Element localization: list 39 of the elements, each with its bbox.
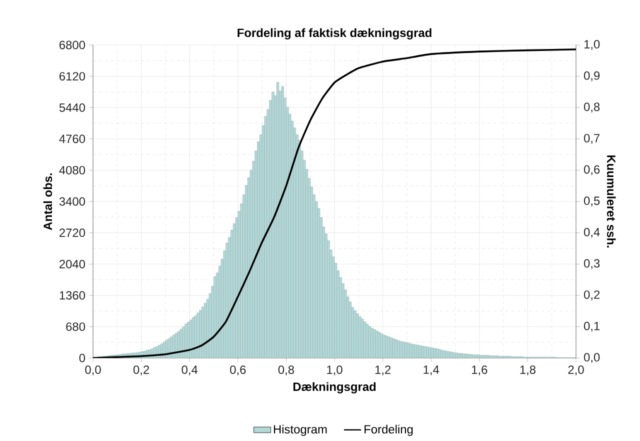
y-tick-label: 1360 [60, 291, 86, 300]
y-tick-label: 2720 [60, 228, 86, 238]
x-tick-label: 1,6 [472, 365, 488, 376]
x-tick-label: 0,4 [182, 365, 198, 376]
y-tick-label: 5440 [59, 103, 86, 112]
x-tick-label: 1,8 [520, 365, 536, 376]
y2-tick-label: 0,1 [584, 322, 600, 332]
y2-tick-label: 0,5 [584, 196, 600, 206]
x-tick-label: 2,0 [568, 365, 584, 376]
x-tick-label: 0,2 [133, 365, 150, 376]
y2-tick-label: 0,8 [584, 102, 600, 113]
x-tick-label: 0,8 [278, 365, 294, 376]
x-tick-label: 1,0 [327, 365, 342, 376]
legend-label: Histogram [274, 424, 327, 436]
y2-tick-label: 0,4 [584, 228, 600, 238]
y2-tick-label: 1,0 [584, 40, 600, 50]
y2-tick-label: 0,9 [584, 71, 600, 82]
chart-title: Fordeling af faktisk dækningsgrad [238, 28, 432, 40]
y-tick-label: 6800 [60, 40, 86, 50]
x-tick-label: 1,4 [424, 365, 440, 376]
y2-tick-label: 0,3 [584, 259, 600, 270]
y-tick-label: 0 [79, 354, 86, 362]
y-tick-label: 6120 [60, 72, 86, 81]
y2-tick-label: 0,0 [584, 353, 600, 363]
y2-tick-label: 0,7 [584, 134, 600, 144]
x-tick-label: 1,2 [375, 365, 391, 376]
y2-tick-label: 0,2 [584, 290, 600, 300]
x-tick-label: 0,6 [230, 365, 246, 376]
x-axis-title: Dækningsgrad [293, 382, 376, 394]
y-axis-title: Antal obs. [43, 173, 52, 230]
y-tick-label: 4080 [59, 166, 86, 174]
y-tick-label: 680 [66, 322, 86, 331]
legend-label: Fordeling [364, 424, 413, 436]
y2-axis-title: Kuumuleret ssh. [606, 155, 616, 248]
y-tick-label: 3400 [59, 197, 86, 206]
y2-tick-label: 0,6 [584, 165, 600, 176]
x-tick-label: 0,0 [85, 365, 101, 376]
y-tick-label: 2040 [60, 260, 86, 268]
y-tick-label: 4760 [59, 134, 86, 144]
